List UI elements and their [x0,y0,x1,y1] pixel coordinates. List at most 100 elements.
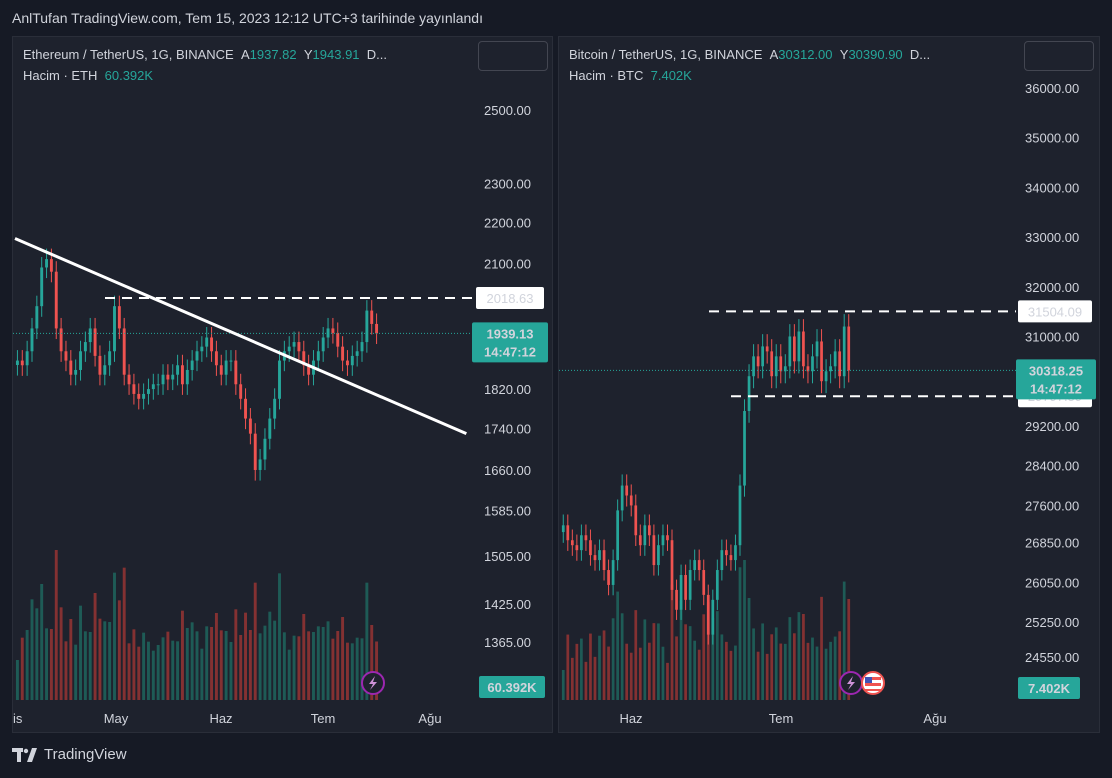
candle-body [607,570,610,585]
x-tick-label: Ağu [923,711,946,726]
volume-bar [770,634,774,700]
candle-body [248,418,252,434]
volume-bar [725,641,728,700]
volume-bar [117,600,121,700]
volume-bar [69,619,73,700]
candle-body [365,310,369,343]
candle-body [273,398,277,419]
volume-bar [132,629,136,700]
candle-body [205,337,209,347]
volume-bar [566,634,570,700]
btc-legend-toggle-box[interactable] [1024,41,1094,71]
btc-high-label: Y [839,47,849,62]
candle-body [725,550,728,556]
volume-bar [593,656,597,700]
y-tick-label: 1365.00 [484,635,531,650]
volume-bar [580,638,583,700]
candle-body [634,505,638,536]
volume-bar [180,610,184,700]
candle-body [747,376,751,412]
volume-bar [793,633,796,700]
volume-bar [756,651,760,700]
candle-body [652,535,656,566]
volume-bar [570,657,574,700]
candle-body [268,418,272,439]
volume-bar [620,613,624,700]
candle-body [820,341,823,382]
volume-bar [292,635,296,700]
volume-bar [589,633,592,700]
candle-body [292,342,296,347]
footer-brand: TradingView [44,746,127,763]
volume-bar [176,641,180,700]
candle-body [69,360,73,375]
btc-open-value: 30312.00 [778,47,833,62]
btc-chart-panel[interactable]: 36000.00 35000.00 34000.00 33000.00 32000.00… [558,36,1100,733]
candle-body [779,356,783,372]
btc-chart-svg[interactable]: 36000.00 35000.00 34000.00 33000.00 32000.00… [559,37,1100,733]
candle-body [566,525,570,541]
x-tick-label: Haz [619,711,642,726]
eth-volume-value: 60.392K [104,68,154,83]
candle-body [331,328,335,333]
candle-body [74,369,78,375]
volume-bar [224,631,228,700]
candle-body [166,374,170,380]
eth-chart-panel[interactable]: 2500.00 2300.00 2200.00 2100.00 1820.00 1740.… [12,36,553,733]
candle-body [720,550,724,571]
volume-bar [561,670,565,700]
eth-legend-toggle-box[interactable] [478,41,548,71]
candle-body [811,356,814,372]
candle-body [171,374,175,380]
volume-bar [307,631,311,700]
volume-bar [697,649,701,700]
volume-bar [219,630,223,700]
volume-bar [734,645,737,700]
eth-chart-svg[interactable]: 2500.00 2300.00 2200.00 2100.00 1820.00 1740.… [13,37,553,733]
volume-bar [602,630,606,700]
candle-body [593,555,597,561]
volume-bar [375,641,379,700]
resistance-tag: 31504.09 [1028,304,1082,319]
volume-bar [297,636,301,700]
eth-legend-volume: Hacim · ETH 60.392K [23,68,153,83]
candle-body [176,365,180,375]
y-tick-label: 1505.00 [484,549,531,564]
last-price-tag-bg [1016,359,1096,400]
candle-body [756,356,760,367]
volume-bar [648,642,651,700]
volume-bar [316,626,320,700]
tradingview-footer[interactable]: TradingView [12,746,127,763]
eth-open-value: 1937.82 [249,47,297,62]
volume-bar [652,623,656,700]
candle-body [693,560,697,571]
candle-body [802,331,805,367]
volume-bar [779,643,783,700]
candle-body [561,525,565,533]
candle-body [195,351,199,361]
candle-body [797,331,801,362]
y-tick-label: 24550.00 [1025,650,1079,665]
trendline[interactable] [14,237,467,436]
y-tick-label: 2300.00 [484,176,531,191]
candle-body [761,346,764,367]
btc-symbol: Bitcoin / TetherUS, 1G, BINANCE [569,47,763,62]
volume-bar [214,613,218,700]
volume-bar [802,614,805,700]
volume-bar [634,610,638,700]
y-tick-label: 2500.00 [484,103,531,118]
volume-bar [788,617,792,700]
candle-body [375,323,379,334]
volume-last-tag: 60.392K [487,680,537,695]
volume-bar [278,573,281,700]
btc-more: D... [909,47,931,62]
volume-bar [679,601,683,700]
candle-body [360,342,364,352]
eth-legend-ohlc: Ethereum / TetherUS, 1G, BINANCE A1937.8… [23,47,387,62]
candle-body [648,525,651,536]
candle-body [345,360,349,366]
volume-bar [127,643,131,700]
btc-volume-label: Hacim · BTC [569,68,644,83]
volume-bar [838,631,842,700]
volume-bar [229,642,233,700]
